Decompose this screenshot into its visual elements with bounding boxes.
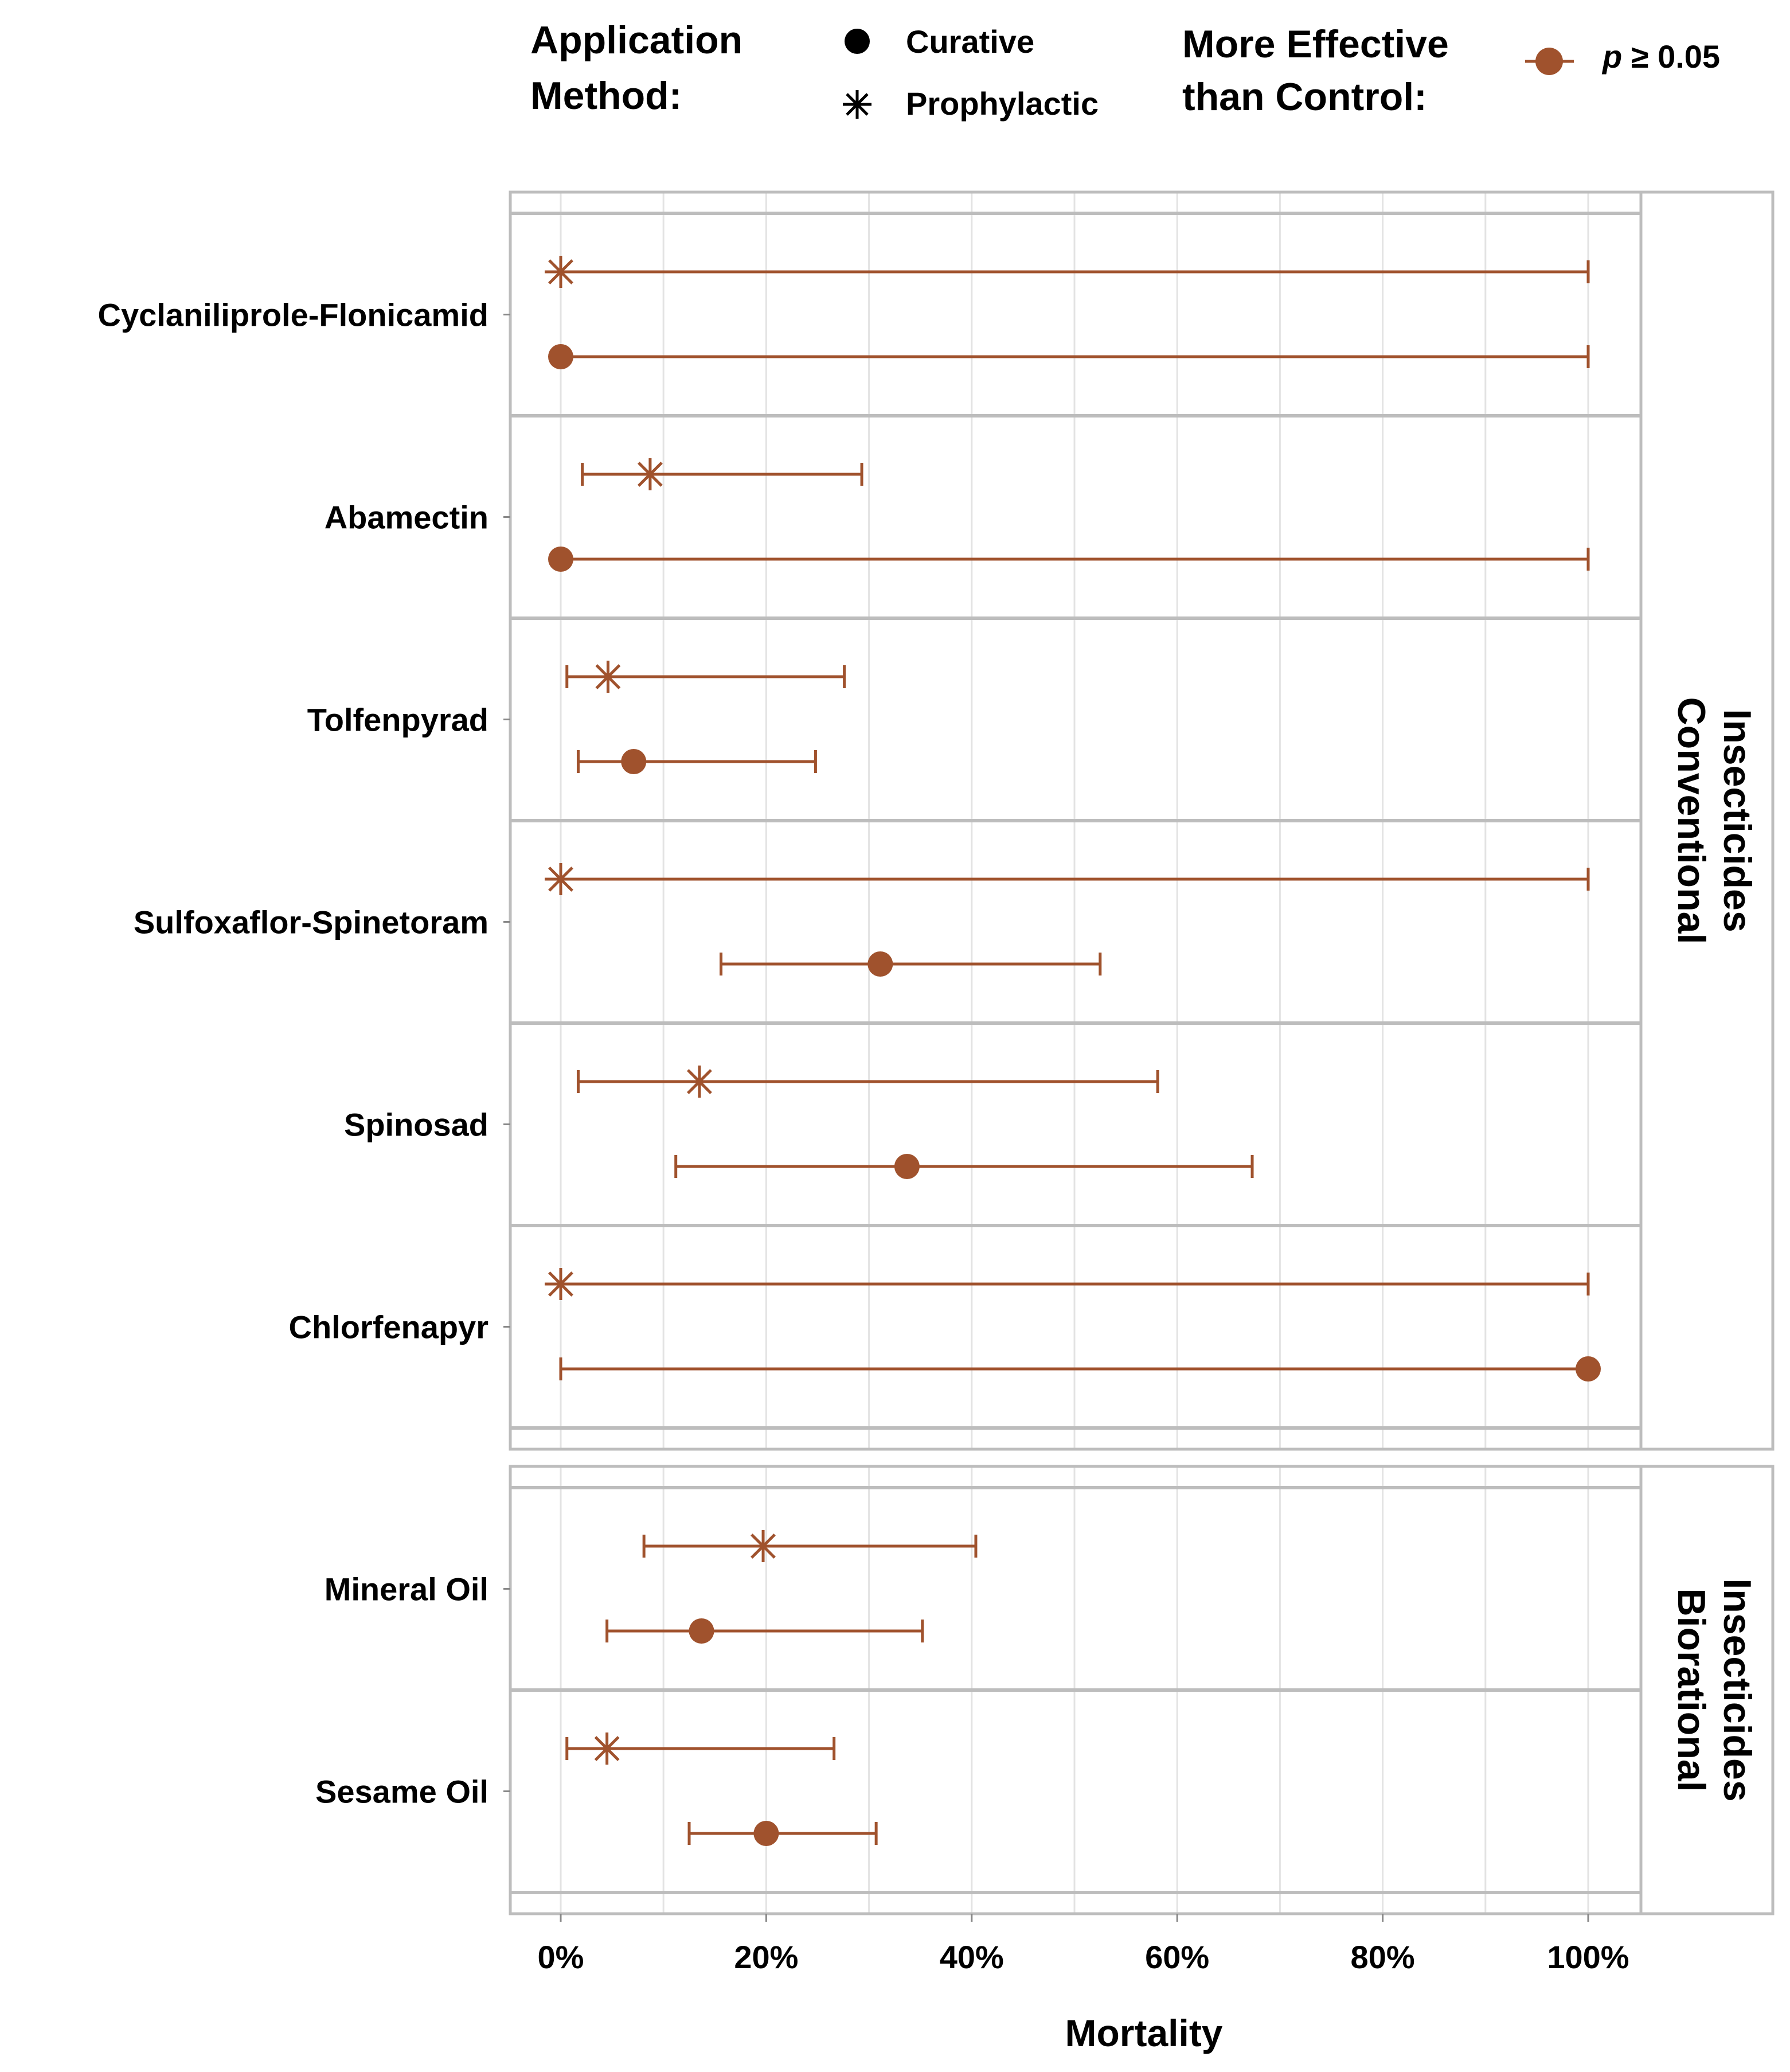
curative-point [548, 344, 573, 369]
prophylactic-point-stroke [686, 1069, 712, 1094]
y-tick-label: Cyclaniliprole-Flonicamid [98, 297, 488, 333]
x-axis-title: Mortality [1065, 2012, 1222, 2054]
prophylactic-point [592, 661, 624, 693]
strip-label-line: Biorational [1670, 1588, 1713, 1792]
strip-label-line: Insecticides [1715, 1578, 1759, 1801]
legend-signif-italic: p [1601, 38, 1622, 75]
curative-point [753, 1821, 779, 1846]
y-tick-label: Mineral Oil [325, 1571, 488, 1607]
panel-strip [1639, 1465, 1775, 1915]
legend-signif-value: ≥ 0.05 [1622, 38, 1720, 75]
strip-label: ConventionalInsecticides [1670, 697, 1759, 945]
strip-label: BiorationalInsecticides [1670, 1578, 1759, 1801]
panel-1: ConventionalInsecticides Cyclaniliprole-F… [98, 190, 1775, 1451]
row-cyclaniliprole-flonicamid: Cyclaniliprole-Flonicamid [98, 256, 1590, 369]
curative-point [689, 1618, 714, 1644]
prophylactic-point [545, 256, 577, 288]
row-sulfoxaflor-spinetoram: Sulfoxaflor-Spinetoram [134, 863, 1590, 977]
legend-signif-marker [1525, 48, 1574, 75]
y-tick-label: Abamectin [325, 500, 488, 536]
prophylactic-point-stroke [548, 259, 573, 284]
curative-point [1576, 1356, 1601, 1382]
prophylactic-point-stroke [751, 1533, 776, 1559]
x-tick-label: 20% [734, 1939, 798, 1975]
legend-signif-title-line1: More Effective [1182, 22, 1449, 66]
prophylactic-point-stroke [595, 664, 621, 689]
prophylactic-point [591, 1732, 623, 1765]
x-tick-label: 100% [1547, 1939, 1629, 1975]
row-abamectin: Abamectin [325, 458, 1590, 572]
panels: ConventionalInsecticidesCyclaniliprole-F… [98, 190, 1775, 1915]
curative-point [621, 749, 647, 774]
x-tick-label: 0% [538, 1939, 584, 1975]
x-tick-label: 40% [940, 1939, 1004, 1975]
panel-2: BiorationalInsecticides Mineral Oil Sesame… [315, 1465, 1775, 1915]
y-tick-label: Sulfoxaflor-Spinetoram [134, 904, 488, 941]
legend: Application Method: Curative Prophylacti… [530, 18, 1720, 122]
legend-method-title-line1: Application [530, 18, 742, 62]
y-tick-label: Chlorfenapyr [289, 1309, 489, 1345]
strip-label-line: Insecticides [1715, 709, 1759, 932]
prophylactic-point [683, 1066, 716, 1098]
prophylactic-point-stroke [594, 1736, 620, 1761]
prophylactic-point-stroke [548, 867, 573, 892]
legend-prophylactic-marker [843, 90, 871, 119]
prophylactic-point [545, 1268, 577, 1300]
legend-signif-title-line2: than Control: [1182, 75, 1427, 119]
strip-label-line: Conventional [1670, 697, 1713, 945]
row-mineral-oil: Mineral Oil [325, 1530, 978, 1644]
x-tick-label: 60% [1145, 1939, 1209, 1975]
legend-method-title-line2: Method: [530, 74, 682, 118]
curative-point [894, 1154, 920, 1179]
curative-point [867, 951, 893, 977]
y-tick-label: Tolfenpyrad [307, 702, 488, 738]
y-tick-label: Spinosad [344, 1107, 488, 1143]
legend-signif-label: p ≥ 0.05 [1601, 38, 1720, 75]
prophylactic-point [634, 458, 666, 490]
prophylactic-point-stroke [637, 462, 663, 487]
row-chlorfenapyr: Chlorfenapyr [289, 1268, 1601, 1382]
row-spinosad: Spinosad [344, 1066, 1254, 1179]
legend-curative-label: Curative [906, 24, 1034, 60]
prophylactic-point-stroke [548, 1271, 573, 1297]
panel-strip [1639, 190, 1775, 1451]
x-axis: 0% 20% 40% 60% 80% 100% [538, 1914, 1629, 1975]
prophylactic-point [545, 863, 577, 895]
legend-curative-marker [845, 29, 870, 54]
prophylactic-point [747, 1530, 780, 1562]
y-tick-label: Sesame Oil [315, 1774, 488, 1810]
row-sesame-oil: Sesame Oil [315, 1732, 878, 1846]
row-tolfenpyrad: Tolfenpyrad [307, 661, 846, 774]
curative-point [548, 547, 573, 572]
legend-prophylactic-label: Prophylactic [906, 85, 1099, 122]
x-tick-label: 80% [1351, 1939, 1415, 1975]
